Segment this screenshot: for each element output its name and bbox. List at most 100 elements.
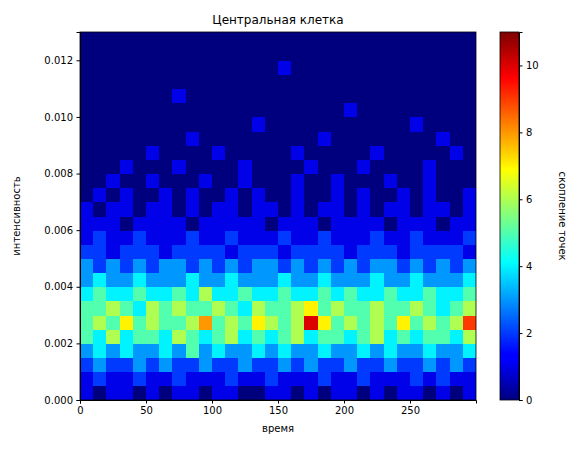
- heat-cell: [265, 216, 279, 231]
- heat-cell: [120, 315, 134, 330]
- heat-cell: [133, 188, 147, 203]
- heat-cell: [172, 89, 186, 104]
- heat-cell: [159, 89, 173, 104]
- heat-cell: [370, 103, 384, 118]
- heat-cell: [291, 258, 305, 273]
- heat-cell: [199, 273, 213, 288]
- colorbar-axis: 0246810: [519, 33, 539, 406]
- heat-cell: [291, 188, 305, 203]
- heat-cell: [133, 273, 147, 288]
- heat-cell: [199, 358, 213, 373]
- heat-cell: [252, 46, 266, 61]
- heat-cell: [331, 343, 345, 358]
- heat-cell: [238, 258, 252, 273]
- heat-cell: [344, 230, 358, 245]
- tick: 10: [519, 60, 539, 71]
- heat-cell: [93, 301, 107, 316]
- heat-cell: [463, 188, 476, 203]
- heat-cell: [225, 230, 239, 245]
- heat-cell: [278, 89, 292, 104]
- heat-cell: [265, 329, 279, 344]
- heat-cell: [278, 159, 292, 174]
- heat-cell: [278, 273, 292, 288]
- heat-cell: [106, 301, 120, 316]
- heat-cell: [252, 273, 266, 288]
- heat-cell: [304, 258, 318, 273]
- heat-cell: [344, 74, 358, 89]
- heat-cell: [370, 329, 384, 344]
- heat-cell: [410, 258, 424, 273]
- heat-cell: [331, 386, 345, 400]
- heat-cell: [199, 244, 213, 259]
- heat-cell: [331, 174, 345, 189]
- heat-cell: [304, 301, 318, 316]
- heat-cell: [265, 131, 279, 146]
- heat-cell: [304, 89, 318, 104]
- heat-cell: [80, 244, 94, 259]
- heat-cell: [199, 329, 213, 344]
- heat-cell: [172, 315, 186, 330]
- heat-cell: [331, 244, 345, 259]
- y-axis: 0.0000.0020.0040.0060.0080.0100.012: [44, 33, 80, 406]
- heat-cell: [238, 89, 252, 104]
- heat-cell: [252, 343, 266, 358]
- heat-cell: [450, 103, 464, 118]
- heat-cell: [463, 159, 476, 174]
- heat-cell: [80, 89, 94, 104]
- heat-cell: [384, 244, 398, 259]
- heat-cell: [370, 188, 384, 203]
- heat-cell: [357, 358, 371, 373]
- heat-cell: [172, 46, 186, 61]
- heat-cell: [384, 301, 398, 316]
- heat-cell: [212, 386, 226, 400]
- heat-cell: [331, 216, 345, 231]
- heat-cell: [80, 202, 94, 217]
- tick-label: 6: [526, 194, 532, 205]
- heat-cell: [278, 60, 292, 75]
- heat-cell: [291, 89, 305, 104]
- heat-cell: [106, 358, 120, 373]
- heat-cell: [199, 159, 213, 174]
- heat-cell: [133, 287, 147, 302]
- heat-cell: [252, 287, 266, 302]
- heat-cell: [278, 202, 292, 217]
- heat-cell: [410, 145, 424, 160]
- heat-cell: [265, 174, 279, 189]
- heat-cell: [133, 386, 147, 400]
- heat-cell: [344, 46, 358, 61]
- heat-cell: [172, 159, 186, 174]
- tick: 100: [203, 400, 222, 416]
- heat-cell: [172, 60, 186, 75]
- heat-cell: [436, 46, 450, 61]
- heat-cell: [463, 74, 476, 89]
- heat-cell: [146, 358, 160, 373]
- heat-cell: [159, 343, 173, 358]
- heat-cell: [463, 117, 476, 132]
- colorbar-label: скопление точек: [557, 171, 568, 260]
- heat-cell: [344, 32, 358, 47]
- heat-cell: [159, 315, 173, 330]
- heat-cell: [423, 386, 437, 400]
- heat-cell: [450, 159, 464, 174]
- heat-cell: [318, 159, 332, 174]
- tick-label: 0.002: [44, 338, 73, 349]
- heat-cell: [172, 32, 186, 47]
- tick-label: 250: [401, 405, 420, 416]
- heat-cell: [120, 174, 134, 189]
- heat-cell: [436, 89, 450, 104]
- heat-cell: [397, 188, 411, 203]
- heat-cell: [199, 174, 213, 189]
- heat-cell: [106, 159, 120, 174]
- heat-cell: [450, 174, 464, 189]
- tick: 50: [140, 400, 153, 416]
- heat-cell: [93, 159, 107, 174]
- heat-cell: [238, 74, 252, 89]
- heat-cell: [370, 244, 384, 259]
- heat-cell: [463, 230, 476, 245]
- heat-cell: [344, 159, 358, 174]
- heat-cell: [80, 358, 94, 373]
- heat-cell: [357, 117, 371, 132]
- heat-cell: [357, 216, 371, 231]
- heat-cell: [265, 145, 279, 160]
- heat-cell: [344, 145, 358, 160]
